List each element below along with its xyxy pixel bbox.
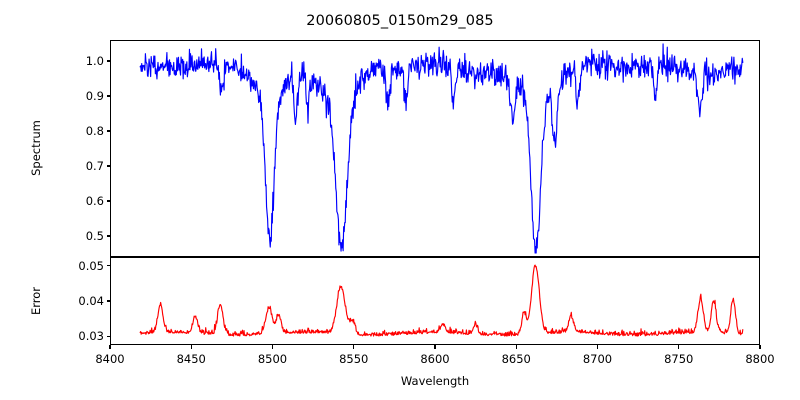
spectrum-ytick-mark xyxy=(106,130,110,132)
spectrum-ytick-label: 1.0 xyxy=(85,54,104,68)
xtick-label: 8800 xyxy=(745,352,775,366)
spectrum-ytick-mark xyxy=(106,235,110,237)
spectrum-ytick-mark xyxy=(106,165,110,167)
xtick-label: 8700 xyxy=(582,352,613,366)
spectrum-ytick-mark xyxy=(106,60,110,62)
y-axis-label-spectrum: Spectrum xyxy=(29,120,43,176)
xtick-mark xyxy=(109,345,111,349)
xtick-label: 8450 xyxy=(176,352,206,366)
spectrum-ytick-label: 0.7 xyxy=(85,159,104,173)
figure-title: 20060805_0150m29_085 xyxy=(306,13,494,29)
xtick-label: 8500 xyxy=(257,352,288,366)
spectrum-panel xyxy=(110,40,760,257)
error-panel xyxy=(110,257,760,345)
spectrum-ytick-label: 0.6 xyxy=(85,194,104,208)
spectrum-plot-area xyxy=(111,41,759,256)
xtick-mark xyxy=(596,345,599,349)
error-ytick-label: 0.04 xyxy=(78,294,104,308)
error-ytick-mark xyxy=(106,335,110,337)
xtick-label: 8550 xyxy=(339,352,369,366)
error-ytick-label: 0.03 xyxy=(78,329,104,344)
x-axis-label: Wavelength xyxy=(400,374,470,388)
spectrum-ytick-label: 0.9 xyxy=(85,89,104,103)
spectrum-ytick-mark xyxy=(106,95,110,97)
xtick-mark xyxy=(434,345,436,349)
xtick-mark xyxy=(190,345,192,349)
error-ytick-mark xyxy=(106,300,110,302)
xtick-label: 8400 xyxy=(95,352,125,366)
spectrum-ytick-label: 0.5 xyxy=(85,229,104,243)
spectrum-ytick-mark xyxy=(106,200,110,202)
error-ytick-mark xyxy=(106,265,110,267)
xtick-label: 8750 xyxy=(664,352,694,366)
xtick-mark xyxy=(678,345,680,349)
xtick-mark xyxy=(759,345,761,349)
xtick-label: 8650 xyxy=(501,352,531,366)
xtick-label: 8600 xyxy=(420,352,450,366)
spectrum-ytick-label: 0.8 xyxy=(85,124,104,138)
error-plot-area xyxy=(111,258,759,344)
error-ytick-label: 0.05 xyxy=(78,258,104,273)
xtick-mark xyxy=(515,345,517,349)
xtick-mark xyxy=(271,345,274,349)
y-axis-label-error: Error xyxy=(29,286,43,316)
xtick-mark xyxy=(353,345,355,349)
